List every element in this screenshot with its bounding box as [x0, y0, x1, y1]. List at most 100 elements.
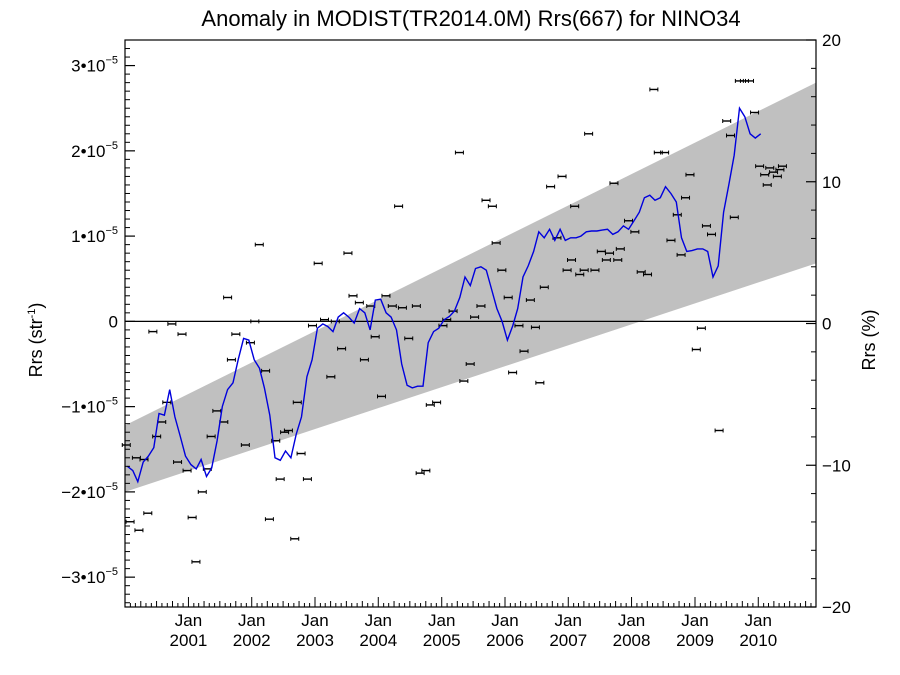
y-tick-label: 2•10−5 — [71, 140, 118, 161]
data-point — [760, 172, 770, 177]
data-point — [134, 528, 144, 533]
data-point — [691, 347, 701, 352]
data-point — [562, 268, 572, 273]
data-point — [139, 457, 149, 462]
x-tick-month: Jan — [365, 611, 392, 630]
data-point — [476, 304, 486, 309]
y-tick-label: −2•10−5 — [61, 481, 118, 502]
data-point — [765, 165, 775, 170]
data-point — [302, 477, 312, 482]
y-axis-label-end: ) — [26, 303, 46, 309]
data-point — [714, 428, 724, 433]
data-point — [649, 87, 659, 92]
data-point — [377, 394, 387, 399]
data-point — [143, 511, 153, 516]
y2-tick-label: 10 — [822, 173, 841, 192]
x-tick-year: 2007 — [549, 631, 587, 650]
x-tick-year: 2001 — [170, 631, 208, 650]
y-axis-label-superscript: -1 — [26, 309, 38, 319]
data-point — [254, 242, 264, 247]
data-point — [177, 332, 187, 337]
y-tick-exponent: −5 — [105, 225, 118, 237]
data-point — [487, 204, 497, 209]
y-tick-exponent: −5 — [105, 55, 118, 67]
data-point — [777, 164, 787, 169]
data-point — [148, 329, 158, 334]
data-point — [320, 317, 330, 322]
data-point — [326, 374, 336, 379]
x-tick-year: 2006 — [486, 631, 524, 650]
data-point — [769, 170, 779, 175]
x-tick-month: Jan — [301, 611, 328, 630]
data-point — [755, 164, 765, 169]
y-tick-mantissa: 3•10 — [71, 57, 105, 76]
left-axis: 3•10−52•10−51•10−50−1•10−5−2•10−5−3•10−5 — [61, 39, 135, 604]
x-tick-month: Jan — [555, 611, 582, 630]
y-tick-exponent: −5 — [105, 396, 118, 408]
data-point — [197, 489, 207, 494]
data-point — [465, 362, 475, 366]
data-point — [343, 251, 353, 256]
data-point — [579, 268, 589, 273]
data-point — [725, 133, 735, 138]
y-tick-exponent: −5 — [105, 481, 118, 493]
data-point — [508, 370, 518, 375]
x-tick-month: Jan — [745, 611, 772, 630]
data-point — [503, 295, 513, 300]
x-tick-year: 2002 — [233, 631, 271, 650]
data-point — [173, 460, 183, 465]
y-tick-label: 0 — [109, 312, 118, 331]
y-tick-mantissa: 1•10 — [71, 227, 105, 246]
data-point — [643, 272, 653, 277]
x-tick-month: Jan — [238, 611, 265, 630]
data-point — [359, 357, 369, 362]
data-point — [337, 346, 347, 351]
data-point — [394, 204, 404, 209]
data-point — [223, 295, 233, 300]
y-tick-label: −1•10−5 — [61, 396, 118, 417]
data-point — [397, 305, 407, 310]
y2-tick-label: 0 — [822, 315, 831, 334]
data-point — [470, 315, 480, 320]
data-point — [613, 257, 623, 262]
data-point — [307, 323, 317, 328]
data-point — [584, 131, 594, 136]
anomaly-line — [126, 106, 762, 484]
data-point — [575, 272, 585, 277]
x-tick-month: Jan — [491, 611, 518, 630]
y-axis-label-text: Rrs (str — [26, 318, 46, 377]
right-axis: 20 10 0 −10 −20 — [806, 31, 851, 617]
data-point — [666, 238, 676, 243]
x-tick-year: 2008 — [613, 631, 651, 650]
y-tick-mantissa: −3•10 — [61, 568, 105, 587]
data-point — [454, 150, 464, 155]
data-point — [772, 174, 782, 179]
data-point — [191, 559, 201, 564]
data-point — [570, 204, 580, 209]
data-point — [187, 515, 197, 520]
data-point — [125, 519, 135, 524]
data-point — [557, 174, 567, 179]
y-tick-exponent: −5 — [105, 140, 118, 152]
y2-tick-label: −20 — [822, 598, 851, 617]
y-tick-mantissa: 2•10 — [71, 142, 105, 161]
chart-title: Anomaly in MODIST(TR2014.0M) Rrs(667) fo… — [201, 6, 740, 31]
data-point — [685, 172, 695, 177]
bottom-axis: Jan2001Jan2002Jan2003Jan2004Jan2005Jan20… — [124, 597, 812, 650]
data-point — [775, 167, 785, 172]
data-point — [411, 304, 421, 309]
data-point — [330, 319, 340, 324]
data-point — [245, 340, 255, 345]
data-point — [283, 428, 293, 433]
y2-tick-label: −10 — [822, 456, 851, 475]
x-tick-year: 2003 — [296, 631, 334, 650]
x-tick-year: 2004 — [359, 631, 397, 650]
data-point — [701, 223, 711, 228]
y-tick-exponent: −5 — [105, 566, 118, 578]
data-point — [348, 293, 358, 298]
x-tick-year: 2009 — [676, 631, 714, 650]
data-point — [615, 246, 625, 251]
data-point — [672, 212, 682, 217]
data-point — [121, 443, 131, 447]
